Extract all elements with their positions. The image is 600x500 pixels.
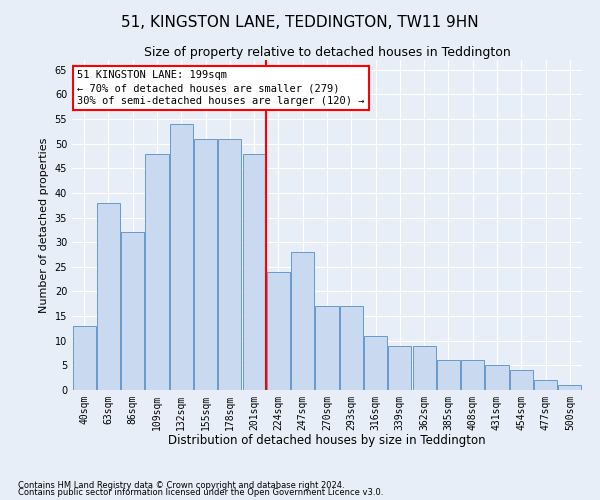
Bar (340, 306, 363, 390)
Bar (316, 306, 338, 390)
Bar (291, 252, 314, 390)
Bar (267, 272, 290, 390)
Bar (170, 124, 193, 390)
Bar (73, 326, 95, 390)
Text: 51 KINGSTON LANE: 199sqm
← 70% of detached houses are smaller (279)
30% of semi-: 51 KINGSTON LANE: 199sqm ← 70% of detach… (77, 70, 365, 106)
Bar (121, 232, 144, 390)
Bar (413, 346, 436, 390)
Bar (97, 203, 120, 390)
Bar (218, 139, 241, 390)
Bar (437, 360, 460, 390)
Bar (559, 385, 581, 390)
Bar (510, 370, 533, 390)
Text: 51, KINGSTON LANE, TEDDINGTON, TW11 9HN: 51, KINGSTON LANE, TEDDINGTON, TW11 9HN (121, 15, 479, 30)
Bar (485, 366, 509, 390)
Text: Contains public sector information licensed under the Open Government Licence v3: Contains public sector information licen… (18, 488, 383, 497)
Title: Size of property relative to detached houses in Teddington: Size of property relative to detached ho… (143, 46, 511, 59)
Bar (242, 154, 266, 390)
Text: Contains HM Land Registry data © Crown copyright and database right 2024.: Contains HM Land Registry data © Crown c… (18, 480, 344, 490)
Bar (388, 346, 412, 390)
Bar (145, 154, 169, 390)
Bar (534, 380, 557, 390)
Bar (364, 336, 387, 390)
Y-axis label: Number of detached properties: Number of detached properties (39, 138, 49, 312)
Bar (194, 139, 217, 390)
Bar (461, 360, 484, 390)
X-axis label: Distribution of detached houses by size in Teddington: Distribution of detached houses by size … (168, 434, 486, 448)
